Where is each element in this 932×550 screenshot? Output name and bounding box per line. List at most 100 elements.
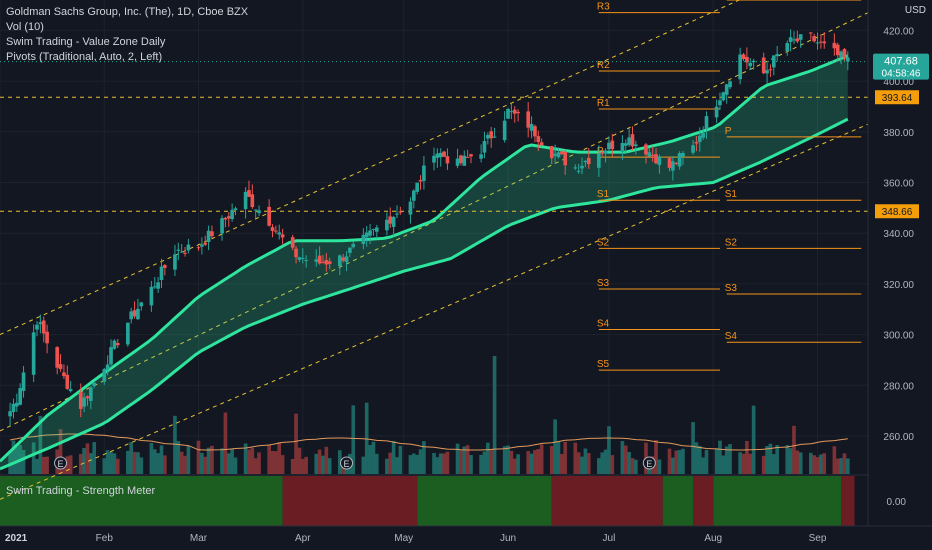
candle-body (337, 255, 342, 267)
candle-body (65, 374, 70, 389)
volume-bar (351, 405, 356, 474)
candle-body (253, 209, 258, 211)
candle-body (644, 144, 648, 155)
volume-bar (89, 453, 93, 474)
candle-body (798, 34, 803, 40)
candle-body (533, 126, 537, 137)
strength-meter-label[interactable]: Swim Trading - Strength Meter (6, 485, 156, 497)
volume-bar (324, 446, 329, 474)
candle-body (159, 266, 164, 280)
indicator-value-zone[interactable]: Swim Trading - Value Zone Daily (6, 36, 166, 48)
candle-body (230, 209, 234, 220)
volume-bar (704, 449, 709, 474)
earnings-letter: E (58, 459, 64, 469)
pivot-label: S4 (725, 331, 738, 342)
indicator-volume[interactable]: Vol (10) (6, 21, 44, 33)
candle-body (280, 234, 285, 238)
volume-bar (41, 456, 46, 474)
candle-body (634, 144, 638, 147)
volume-bar (469, 454, 473, 474)
pivot-label: S2 (725, 237, 738, 248)
pivot-label: S3 (597, 278, 610, 289)
volume-bar (186, 445, 191, 474)
trend-channel (0, 0, 869, 500)
candle-body (765, 70, 769, 74)
volume-bar (314, 453, 319, 474)
volume-bar (607, 426, 611, 474)
candle-body (607, 142, 611, 150)
volume-bar (465, 445, 470, 474)
candle-body (18, 388, 23, 405)
candle-body (610, 140, 615, 150)
volume-bar (529, 453, 534, 474)
volume-bar (132, 451, 137, 474)
candle-body (822, 41, 827, 44)
candle-body (176, 249, 181, 251)
candle-body (109, 347, 113, 365)
volume-bar (277, 442, 282, 474)
candle-body (11, 403, 16, 412)
candle-body (203, 242, 208, 245)
volume-bar (126, 450, 130, 474)
volume-bar (112, 453, 117, 474)
candle-body (179, 251, 184, 253)
candle-body (102, 369, 107, 382)
y-axis: 420.00 400.00 380.00 360.00 340.00 320.00 300.… (883, 26, 914, 508)
volume-bar (738, 452, 742, 474)
candle-body (583, 160, 588, 163)
strength-meter-segment (693, 476, 714, 526)
pivot-label: S1 (597, 189, 610, 200)
candle-body (314, 259, 319, 262)
strength-meter-segment (662, 476, 694, 526)
candle-body (196, 247, 201, 249)
volume-bar (368, 444, 372, 474)
volume-bar (583, 448, 588, 474)
volume-bar (82, 448, 86, 474)
volume-bar (775, 444, 779, 474)
volume-bar (839, 458, 843, 474)
candle-body (139, 302, 144, 307)
candle-body (671, 161, 675, 171)
pivot-label: R3 (597, 2, 610, 13)
strength-meter-segment (551, 476, 663, 526)
candle-body (317, 255, 322, 264)
volume-bar (374, 453, 379, 474)
candle-body (398, 211, 403, 213)
channel-line (0, 123, 869, 500)
last-price-value: 407.68 (884, 56, 918, 68)
x-tick-label: Sep (809, 533, 827, 544)
level-badge-bg (875, 204, 919, 219)
volume-bar (38, 415, 43, 474)
pivot-group: R3 R2 R1 P S1 S2 S3 S4 S5 (597, 2, 720, 371)
x-tick-label: May (394, 533, 413, 544)
volume-bar (526, 450, 531, 474)
candle-body (462, 155, 467, 166)
volume-bar (364, 402, 369, 474)
candle-body (348, 247, 352, 253)
symbol-title[interactable]: Goldman Sachs Group, Inc. (The), 1D, Cbo… (6, 6, 249, 18)
volume-bar (597, 458, 601, 474)
candle-body (728, 81, 732, 88)
candle-body (223, 217, 228, 220)
candle-body (586, 157, 591, 165)
candle-body (200, 244, 204, 247)
candle-body (78, 391, 83, 409)
candle-body (819, 41, 823, 43)
volume-bar (435, 457, 440, 474)
volume-bar (512, 458, 517, 474)
candle-body (15, 402, 19, 407)
volume-bar (600, 452, 605, 474)
level-badge-bg (875, 90, 919, 105)
volume-bar (714, 448, 719, 474)
volume-bar (371, 441, 376, 474)
candle-body (788, 37, 793, 43)
indicator-pivots[interactable]: Pivots (Traditional, Auto, 2, Left) (6, 51, 163, 63)
candle-body (41, 320, 46, 334)
volume-bar (317, 449, 322, 474)
x-tick-label: Apr (295, 533, 311, 544)
y-tick-label: 320.00 (883, 280, 914, 291)
volume-bar (576, 452, 581, 474)
volume-bar (391, 441, 396, 474)
currency-label[interactable]: USD (904, 5, 926, 16)
